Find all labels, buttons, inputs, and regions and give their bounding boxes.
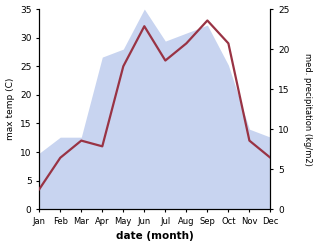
Y-axis label: med. precipitation (kg/m2): med. precipitation (kg/m2) xyxy=(303,53,313,165)
Y-axis label: max temp (C): max temp (C) xyxy=(5,78,15,140)
X-axis label: date (month): date (month) xyxy=(116,231,194,242)
